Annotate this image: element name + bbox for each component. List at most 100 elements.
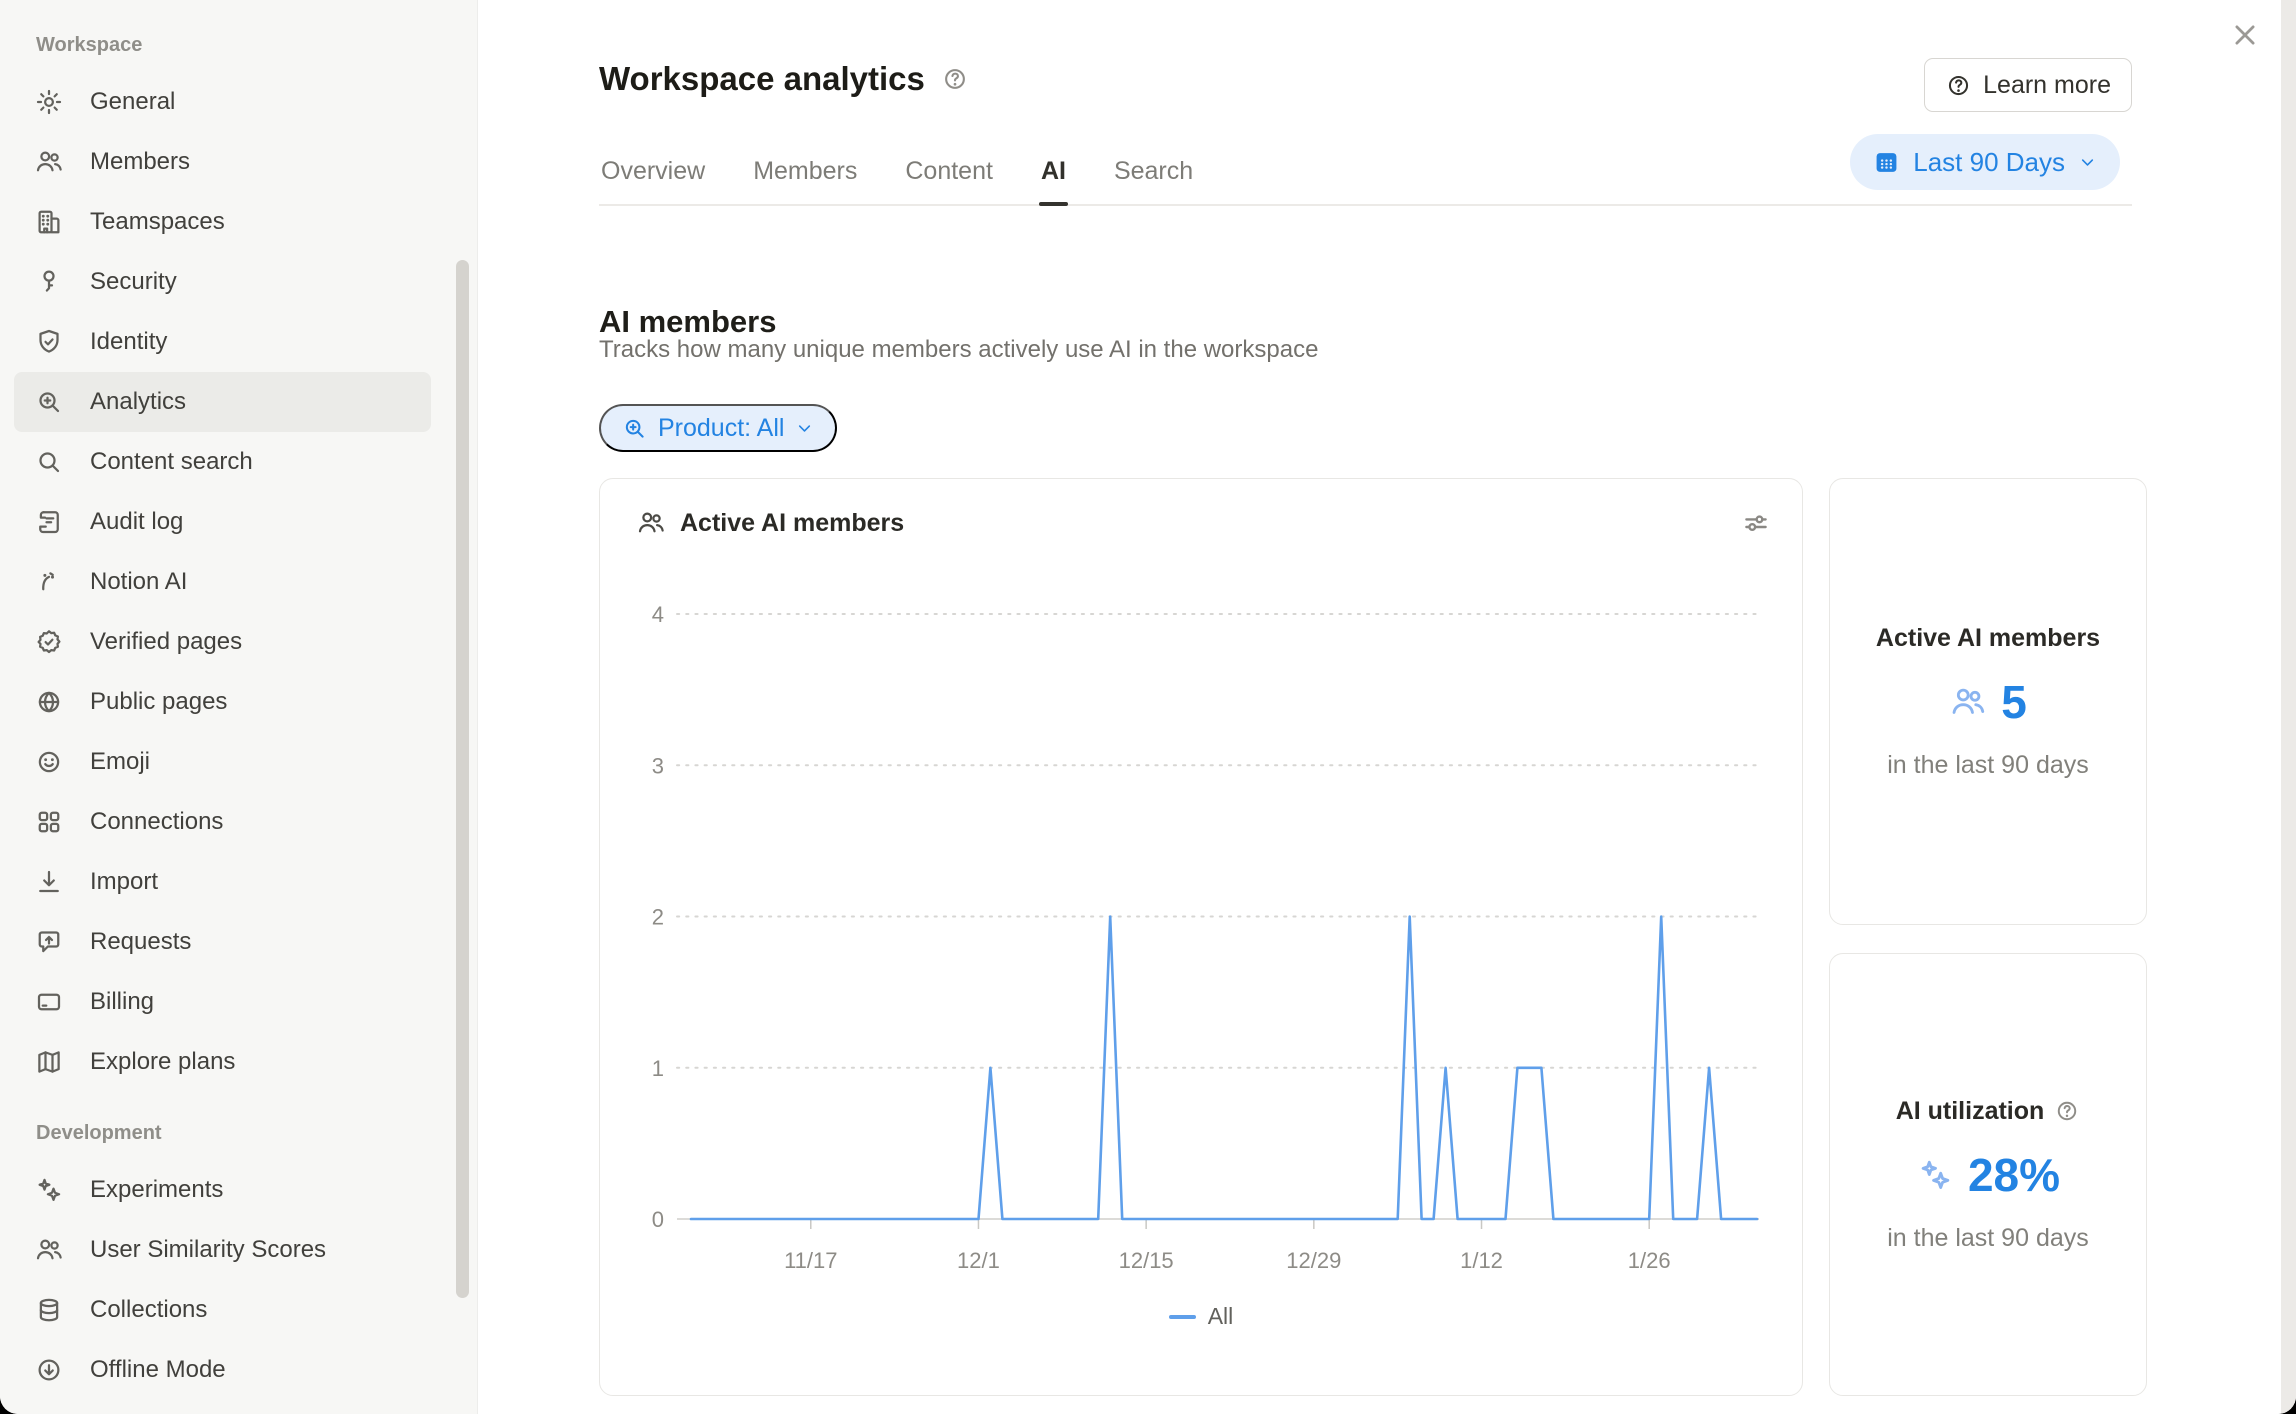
learn-more-label: Learn more [1983, 70, 2111, 99]
sidebar-item-label: Identity [90, 328, 168, 355]
sidebar-item-requests[interactable]: Requests [14, 912, 431, 972]
date-range-label: Last 90 Days [1913, 146, 2065, 177]
y-axis-label: 0 [652, 1207, 664, 1232]
sidebar-item-label: General [90, 88, 176, 115]
people-icon [34, 1235, 64, 1265]
sidebar-item-collections[interactable]: Collections [14, 1280, 431, 1340]
sidebar-item-connections[interactable]: Connections [14, 792, 431, 852]
x-axis-label: 12/15 [1119, 1248, 1174, 1273]
sidebar-item-label: Experiments [90, 1176, 224, 1203]
sidebar-item-billing[interactable]: Billing [14, 972, 431, 1032]
x-axis-label: 1/26 [1628, 1248, 1671, 1273]
sparkles-icon [1916, 1156, 1954, 1194]
sidebar-item-teamspaces[interactable]: Teamspaces [14, 192, 431, 252]
tab-search[interactable]: Search [1113, 156, 1194, 185]
tab-overview[interactable]: Overview [601, 156, 706, 185]
section-title: AI members [599, 303, 777, 339]
y-axis-label: 3 [652, 753, 664, 778]
sparkles-icon [34, 1175, 64, 1205]
x-axis-label: 12/29 [1286, 1248, 1341, 1273]
sidebar-item-import[interactable]: Import [14, 852, 431, 912]
chart-legend[interactable]: All [600, 1303, 1802, 1330]
stat-caption: in the last 90 days [1887, 750, 2089, 779]
y-axis-label: 1 [652, 1056, 664, 1081]
product-filter-button[interactable]: Product: All [599, 404, 838, 452]
sidebar-item-label: Connections [90, 808, 224, 835]
sidebar-item-label: Import [90, 868, 159, 895]
chart-line-all [689, 915, 1759, 1221]
sidebar-item-analytics[interactable]: Analytics [14, 372, 431, 432]
speech-bubble-up-icon [34, 927, 64, 957]
ai-face-icon [34, 567, 64, 597]
sidebar-item-verified-pages[interactable]: Verified pages [14, 612, 431, 672]
sidebar-item-members[interactable]: Members [14, 132, 431, 192]
section-description: Tracks how many unique members actively … [599, 336, 1319, 363]
x-axis-label: 11/17 [784, 1248, 837, 1273]
x-axis-label: 12/1 [957, 1248, 1000, 1273]
sidebar-item-emoji[interactable]: Emoji [14, 732, 431, 792]
sidebar-item-general[interactable]: General [14, 72, 431, 132]
legend-dash-icon [1168, 1314, 1196, 1319]
magnifier-plus-icon [621, 415, 648, 442]
sidebar-item-label: User Similarity Scores [90, 1236, 327, 1263]
sidebar-item-label: Collections [90, 1296, 208, 1323]
chevron-down-icon [2077, 152, 2098, 173]
stat-value: 28% [1967, 1148, 2061, 1201]
settings-sidebar: Workspace General Members Teamspaces Securit… [0, 0, 478, 1414]
active-ai-members-stat-card: Active AI members 5 in the last 90 days [1829, 478, 2147, 925]
date-range-button[interactable]: Last 90 Days [1850, 134, 2120, 190]
sidebar-item-content-search[interactable]: Content search [14, 432, 431, 492]
sidebar-item-label: Content search [90, 448, 253, 475]
help-icon[interactable] [2054, 1098, 2080, 1124]
tab-ai[interactable]: AI [1038, 138, 1068, 206]
sidebar-item-offline-mode[interactable]: Offline Mode [14, 1340, 431, 1400]
magnifier-icon [34, 447, 64, 477]
active-ai-members-chart-card: 0 1 2 3 4 11/17 12/1 12/15 12/29 1/12 1/26 Active … [599, 478, 1803, 1396]
sidebar-item-experiments[interactable]: Experiments [14, 1160, 431, 1220]
chart-title: Active AI members [680, 508, 905, 537]
sidebar-item-audit-log[interactable]: Audit log [14, 492, 431, 552]
shield-check-icon [34, 327, 64, 357]
building-icon [34, 207, 64, 237]
sidebar-item-notion-ai[interactable]: Notion AI [14, 552, 431, 612]
sidebar-item-label: Members [90, 148, 191, 175]
y-axis-label: 2 [652, 905, 664, 930]
tab-content[interactable]: Content [905, 156, 993, 185]
sidebar-item-label: Emoji [90, 748, 151, 775]
chart-settings-icon[interactable] [1740, 507, 1772, 539]
sidebar-item-label: Offline Mode [90, 1356, 226, 1383]
sidebar-item-label: Verified pages [90, 628, 243, 655]
stat-title: Active AI members [1875, 623, 2101, 652]
question-circle-icon [1945, 72, 1972, 99]
learn-more-button[interactable]: Learn more [1924, 58, 2132, 112]
sidebar-scrollbar[interactable] [456, 260, 469, 1298]
sidebar-item-label: Audit log [90, 508, 184, 535]
close-icon[interactable] [2230, 20, 2260, 50]
sidebar-item-security[interactable]: Security [14, 252, 431, 312]
badge-check-icon [34, 627, 64, 657]
scroll-icon [34, 507, 64, 537]
sidebar-item-label: Teamspaces [90, 208, 225, 235]
sidebar-item-label: Requests [90, 928, 192, 955]
sidebar-item-user-similarity-scores[interactable]: User Similarity Scores [14, 1220, 431, 1280]
import-arrow-icon [34, 867, 64, 897]
arrow-down-circle-icon [34, 1355, 64, 1385]
title-help-icon[interactable] [941, 65, 969, 93]
key-icon [34, 267, 64, 297]
calendar-icon [1872, 148, 1901, 177]
sidebar-item-explore-plans[interactable]: Explore plans [14, 1032, 431, 1092]
people-icon [1949, 683, 1987, 721]
magnifier-plus-icon [34, 387, 64, 417]
sidebar-item-identity[interactable]: Identity [14, 312, 431, 372]
main-panel: Workspace analytics Learn more Overview M… [479, 0, 2296, 1414]
legend-label: All [1207, 1303, 1234, 1329]
sidebar-item-label: Security [90, 268, 177, 295]
sidebar-item-label: Notion AI [90, 568, 188, 595]
main-scrollbar[interactable] [2281, 0, 2296, 1414]
page-title: Workspace analytics [599, 60, 925, 97]
stat-title: AI utilization [1895, 1096, 2045, 1125]
tab-members[interactable]: Members [753, 156, 858, 185]
sidebar-item-public-pages[interactable]: Public pages [14, 672, 431, 732]
y-axis-label: 4 [652, 602, 664, 627]
